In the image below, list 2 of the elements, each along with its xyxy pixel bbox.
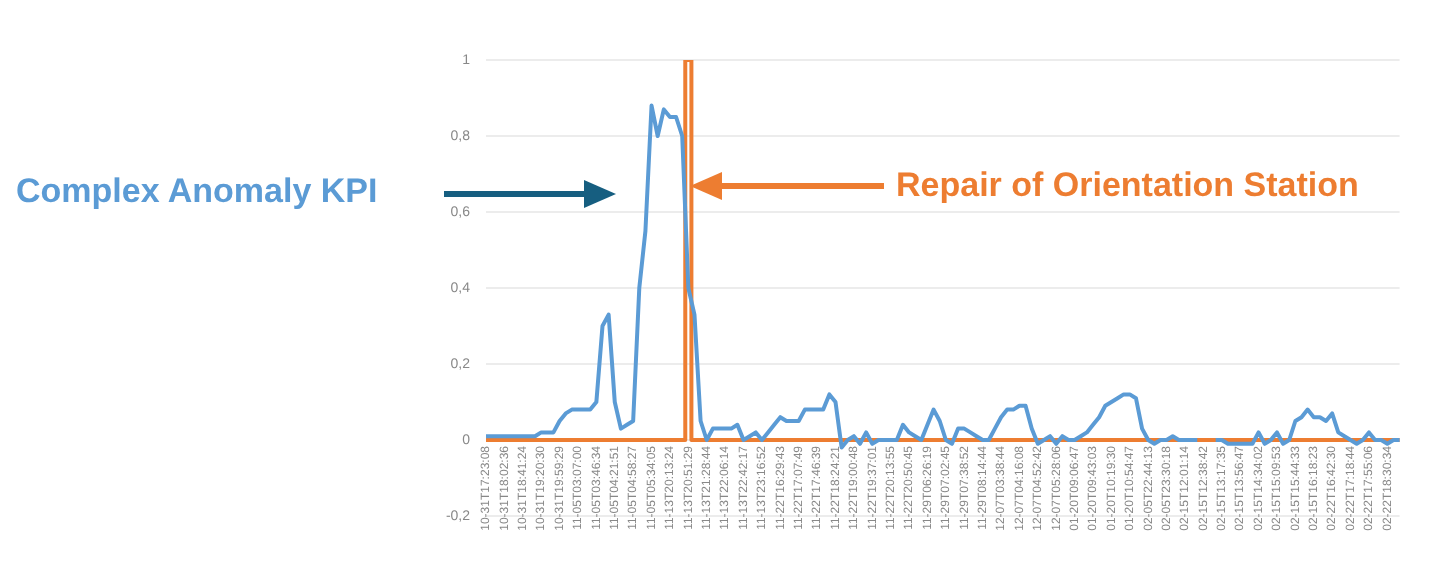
legend-label: Repair of Orientation Station [896, 166, 1359, 206]
text: Complex Anomaly KPI [16, 172, 378, 212]
